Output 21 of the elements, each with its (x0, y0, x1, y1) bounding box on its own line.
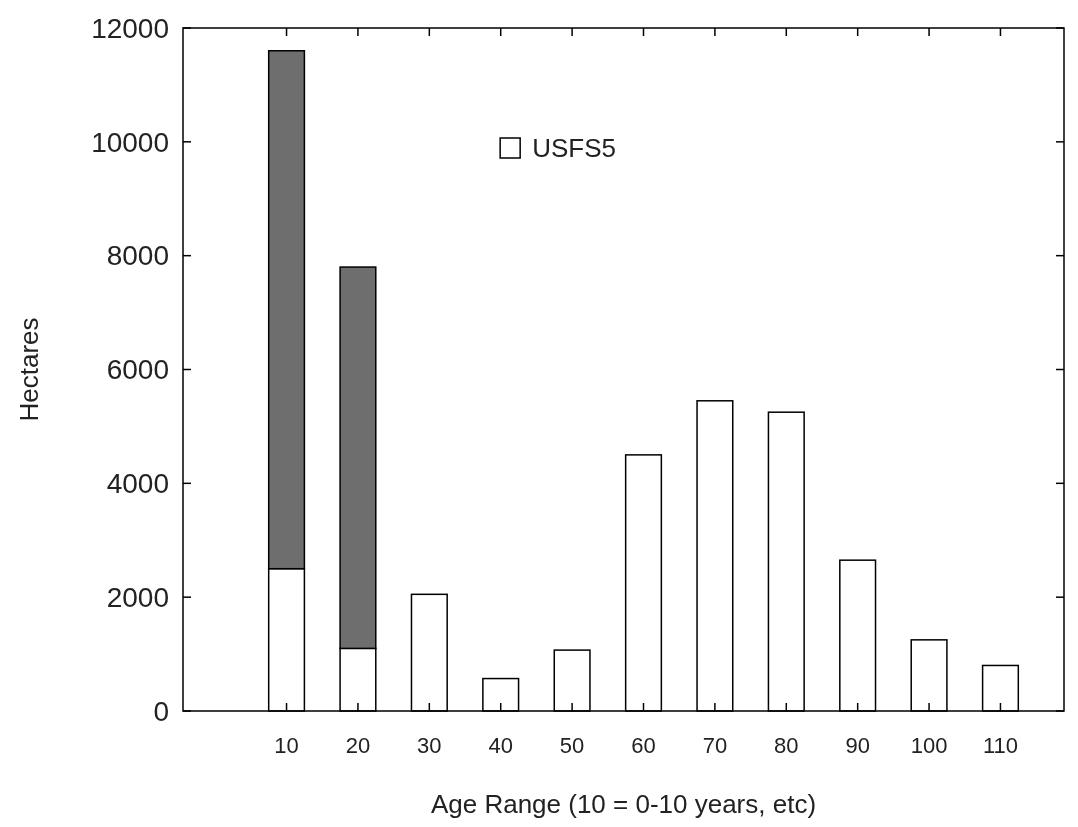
x-tick-label: 80 (774, 733, 799, 758)
y-tick-label: 12000 (91, 12, 169, 44)
x-tick-label: 50 (559, 733, 585, 758)
y-tick-label: 4000 (106, 468, 169, 500)
x-tick-label: 60 (631, 733, 656, 758)
y-axis-title: Hectares (14, 317, 44, 422)
x-tick-label: 40 (488, 733, 513, 758)
x-tick-label: 90 (845, 733, 870, 758)
y-tick-label: 0 (153, 695, 169, 727)
y-tick-label: 6000 (106, 354, 169, 386)
x-tick-label: 10 (274, 733, 299, 758)
x-tick-label: 110 (982, 733, 1018, 758)
y-tick-label: 2000 (106, 581, 169, 613)
x-tick-label: 20 (345, 733, 371, 758)
x-tick-label: 100 (910, 733, 948, 758)
x-tick-label: 70 (702, 733, 728, 758)
y-tick-label: 10000 (91, 126, 169, 158)
x-tick-label: 30 (417, 733, 442, 758)
x-axis-title: Age Range (10 = 0-10 years, etc) (430, 789, 817, 819)
legend-label: USFS5 (532, 133, 616, 164)
y-tick-label: 8000 (106, 240, 169, 272)
